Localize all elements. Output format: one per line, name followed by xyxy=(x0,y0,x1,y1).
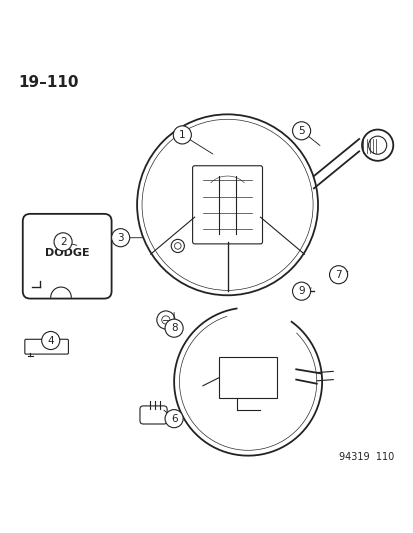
Text: 6: 6 xyxy=(171,414,177,424)
Circle shape xyxy=(112,229,129,247)
Text: 5: 5 xyxy=(297,126,304,136)
Circle shape xyxy=(173,126,191,144)
Text: 2: 2 xyxy=(59,237,66,247)
Circle shape xyxy=(292,122,310,140)
Circle shape xyxy=(165,319,183,337)
Text: DODGE: DODGE xyxy=(45,248,89,258)
Text: 9: 9 xyxy=(297,286,304,296)
Text: 4: 4 xyxy=(47,335,54,345)
Circle shape xyxy=(165,409,183,427)
Text: 3: 3 xyxy=(117,233,123,243)
Text: 94319  110: 94319 110 xyxy=(338,452,393,462)
Text: 1: 1 xyxy=(178,130,185,140)
Circle shape xyxy=(292,282,310,300)
Circle shape xyxy=(42,332,59,350)
Text: 8: 8 xyxy=(171,323,177,333)
Text: 19–110: 19–110 xyxy=(18,75,78,90)
Circle shape xyxy=(329,265,347,284)
Text: 7: 7 xyxy=(335,270,341,280)
Circle shape xyxy=(54,233,72,251)
